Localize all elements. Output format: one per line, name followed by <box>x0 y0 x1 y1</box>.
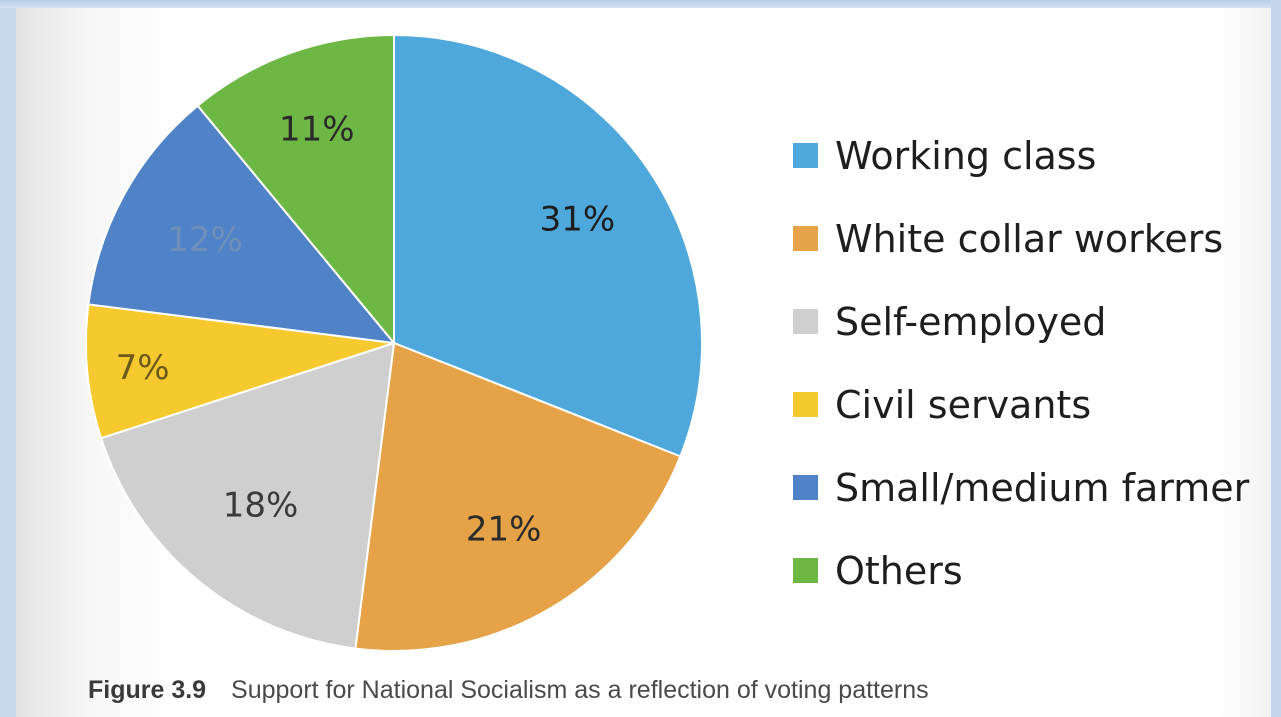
legend-swatch <box>793 392 818 417</box>
caption-text: Support for National Socialism as a refl… <box>231 676 929 704</box>
legend-label: Self-employed <box>835 299 1107 344</box>
pie-slice-self-employed <box>99 341 396 650</box>
slice-value-label: 21% <box>466 510 542 550</box>
book-page: 31% 21% 18% 7% 12% 11% Working class White co… <box>16 8 1271 717</box>
legend-label: Small/medium farmer <box>835 465 1250 510</box>
pie-slice-small-medium-farmers <box>87 104 397 345</box>
legend-swatch <box>793 143 818 168</box>
legend-item-working-class: Working class <box>793 114 1271 197</box>
legend-item-civil-servants: Civil servants <box>793 363 1271 446</box>
legend-label: Civil servants <box>835 382 1092 427</box>
figure-caption: Figure 3.9 Support for National Socialis… <box>88 676 929 705</box>
pie-slice-civil-servants <box>85 303 395 440</box>
pie-slice-working-class <box>393 33 703 458</box>
slice-value-label: 7% <box>116 348 170 388</box>
pie-slice-white-collar-workers <box>354 341 682 652</box>
figure-number: Figure 3.9 <box>88 676 207 704</box>
legend-label: Others <box>835 548 963 593</box>
legend-swatch <box>793 558 818 583</box>
legend-item-small-medium-farmers: Small/medium farmer <box>793 446 1271 529</box>
slice-value-label: 12% <box>167 220 243 260</box>
frame-right <box>1271 0 1281 717</box>
legend-swatch <box>793 309 818 334</box>
legend-item-others: Others <box>793 529 1271 612</box>
pie-chart: 31% 21% 18% 7% 12% 11% <box>85 33 703 652</box>
slice-value-label: 31% <box>540 199 616 239</box>
legend-item-self-employed: Self-employed <box>793 280 1271 363</box>
slice-value-label: 11% <box>279 110 355 150</box>
legend-label: Working class <box>835 133 1097 178</box>
chart-legend: Working class White collar workers Self-… <box>793 114 1271 612</box>
legend-item-white-collar-workers: White collar workers <box>793 197 1271 280</box>
pie-slice-others <box>196 33 395 346</box>
legend-label: White collar workers <box>835 216 1224 261</box>
legend-swatch <box>793 475 818 500</box>
legend-swatch <box>793 226 818 251</box>
slice-value-label: 18% <box>223 485 299 525</box>
frame-top <box>0 0 1281 8</box>
